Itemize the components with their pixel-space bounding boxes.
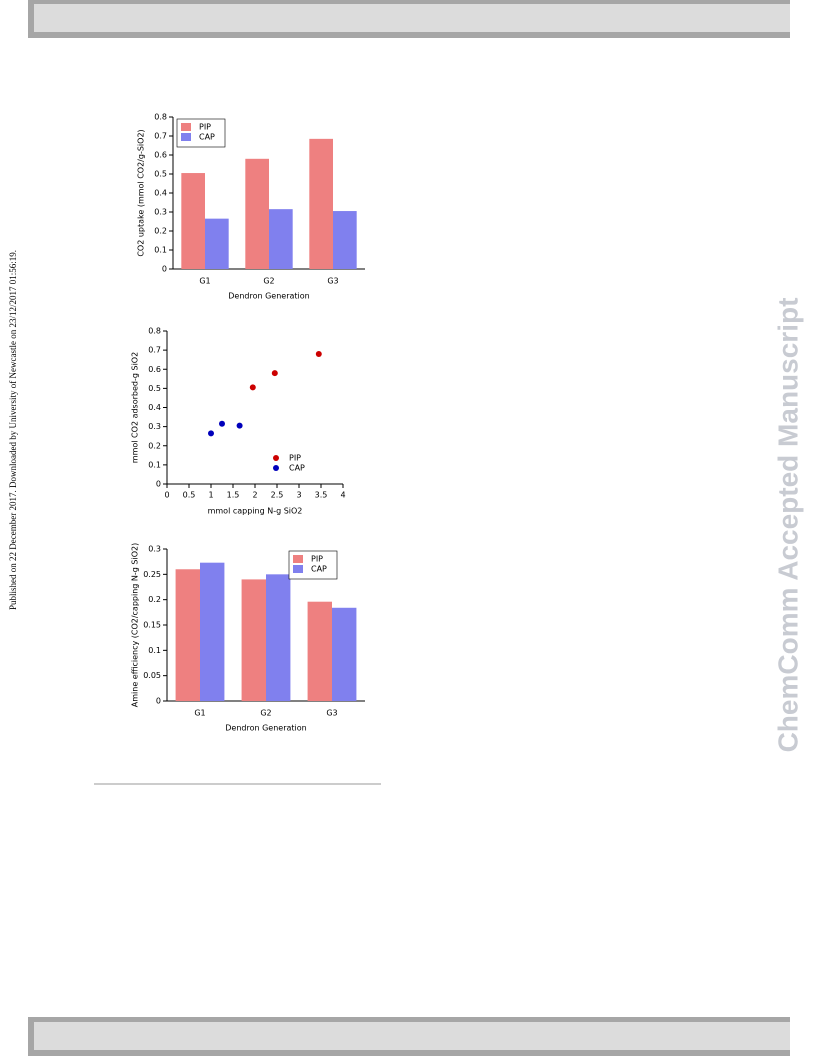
- y-tick-label: 0.5: [154, 170, 167, 179]
- legend-marker: [273, 465, 279, 471]
- point: [315, 350, 322, 357]
- side-note: Published on 22 December 2017. Downloade…: [8, 250, 18, 610]
- legend-swatch: [293, 565, 303, 573]
- y-tick-label: 0.6: [148, 365, 161, 374]
- point: [236, 422, 243, 429]
- y-axis-label: CO2 uptake (mmol CO2/g-SiO2): [137, 129, 146, 256]
- legend-label: CAP: [199, 133, 215, 142]
- x-tick-label: G2: [260, 709, 271, 718]
- y-tick-label: 0.7: [154, 132, 167, 141]
- x-tick-label: G1: [194, 709, 205, 718]
- y-tick-label: 0.6: [154, 151, 167, 160]
- y-tick-label: 0.8: [148, 327, 161, 336]
- x-tick-label: 2: [252, 491, 257, 500]
- point: [219, 420, 225, 427]
- watermark: ChemComm Accepted Manuscript: [772, 298, 803, 753]
- point: [249, 384, 256, 391]
- y-tick-label: 0: [156, 697, 161, 706]
- legend-label: PIP: [311, 555, 323, 564]
- y-tick-label: 0.4: [148, 403, 161, 412]
- y-tick-label: 0.4: [154, 189, 167, 198]
- legend-label: PIP: [199, 123, 211, 132]
- bar: [175, 569, 200, 701]
- y-tick-label: 0.3: [148, 545, 161, 554]
- y-tick-label: 0.05: [143, 671, 161, 680]
- y-tick-label: 0.1: [148, 646, 161, 655]
- bar: [266, 574, 291, 701]
- legend-label: PIP: [289, 454, 301, 463]
- point: [208, 430, 214, 437]
- bar: [181, 173, 205, 269]
- footer-inner: [34, 1022, 790, 1050]
- header-inner: [34, 4, 790, 32]
- legend-marker: [273, 455, 279, 461]
- legend-swatch: [293, 555, 303, 563]
- y-tick-label: 0.3: [154, 208, 167, 217]
- y-tick-label: 0.7: [148, 346, 161, 355]
- y-tick-label: 0.15: [143, 621, 161, 630]
- bar: [200, 562, 225, 701]
- x-tick-label: G2: [263, 277, 274, 286]
- y-tick-label: 0.8: [154, 113, 167, 122]
- y-axis-label: Amine efficiency (CO2/capping N-g SiO2): [131, 543, 140, 707]
- x-tick-label: 0.5: [183, 491, 196, 500]
- y-tick-label: 0.25: [143, 570, 161, 579]
- y-tick-label: 0.3: [148, 422, 161, 431]
- bar: [269, 209, 293, 269]
- bar: [307, 601, 332, 701]
- y-axis-label: mmol CO2 adsorbed-g SiO2: [131, 352, 140, 463]
- x-axis-label: Dendron Generation: [225, 724, 306, 733]
- x-tick-label: G1: [199, 277, 210, 286]
- x-tick-label: G3: [327, 277, 338, 286]
- x-tick-label: 2.5: [271, 491, 284, 500]
- legend-swatch: [181, 133, 191, 141]
- x-tick-label: 1: [208, 491, 213, 500]
- x-tick-label: 3: [296, 491, 301, 500]
- x-tick-label: 3.5: [315, 491, 328, 500]
- y-tick-label: 0.1: [148, 460, 161, 469]
- x-tick-label: 4: [340, 491, 345, 500]
- x-tick-label: 1.5: [227, 491, 240, 500]
- y-tick-label: 0.2: [154, 227, 167, 236]
- legend-box: [267, 450, 315, 478]
- y-tick-label: 0.5: [148, 384, 161, 393]
- legend-label: CAP: [311, 565, 327, 574]
- x-axis-label: mmol capping N-g SiO2: [208, 507, 303, 516]
- x-tick-label: 0: [164, 491, 169, 500]
- bar: [205, 218, 229, 269]
- bar: [241, 579, 266, 701]
- bar: [333, 211, 357, 269]
- y-tick-label: 0: [162, 265, 167, 274]
- bar: [332, 607, 357, 701]
- y-tick-label: 0.1: [154, 246, 167, 255]
- point: [271, 370, 278, 377]
- bar: [309, 138, 333, 269]
- bar: [245, 158, 269, 269]
- y-tick-label: 0.2: [148, 595, 161, 604]
- x-tick-label: G3: [326, 709, 337, 718]
- legend-label: CAP: [289, 464, 305, 473]
- y-tick-label: 0: [156, 480, 161, 489]
- y-tick-label: 0.2: [148, 441, 161, 450]
- x-axis-label: Dendron Generation: [228, 292, 309, 301]
- legend-swatch: [181, 123, 191, 131]
